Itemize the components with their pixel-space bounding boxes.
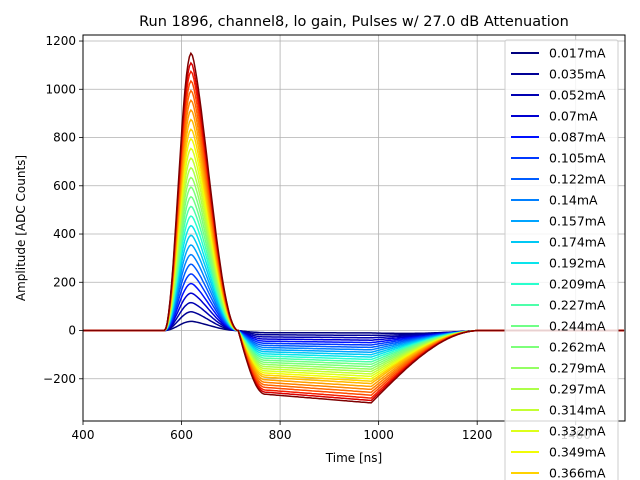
y-axis-label: Amplitude [ADC Counts] <box>14 155 28 301</box>
legend-label: 0.209mA <box>549 277 606 292</box>
legend-label: 0.332mA <box>549 424 606 439</box>
legend-label: 0.262mA <box>549 340 606 355</box>
y-tick-label: 1200 <box>45 34 76 48</box>
legend-label: 0.314mA <box>549 403 606 418</box>
chart-title: Run 1896, channel8, lo gain, Pulses w/ 2… <box>139 14 569 30</box>
legend-label: 0.017mA <box>549 46 606 61</box>
legend-box <box>504 39 619 480</box>
legend-label: 0.366mA <box>549 466 606 480</box>
y-tick-label: 0 <box>68 324 76 338</box>
y-tick-label: 400 <box>53 227 76 241</box>
legend-label: 0.244mA <box>549 319 606 334</box>
legend-label: 0.087mA <box>549 130 606 145</box>
x-tick-label: 1200 <box>462 428 493 442</box>
y-tick-label: 600 <box>53 179 76 193</box>
legend-label: 0.297mA <box>549 382 606 397</box>
legend-label: 0.122mA <box>549 172 606 187</box>
y-tick-label: −200 <box>43 372 76 386</box>
legend: 0.017mA 0.035mA 0.052mA 0.07mA 0.087mA 0.105m… <box>504 39 619 480</box>
y-tick-label: 1000 <box>45 82 76 96</box>
x-tick-label: 600 <box>170 428 193 442</box>
legend-label: 0.157mA <box>549 214 606 229</box>
x-tick-label: 800 <box>269 428 292 442</box>
legend-label: 0.105mA <box>549 151 606 166</box>
x-tick-label: 400 <box>72 428 95 442</box>
legend-label: 0.174mA <box>549 235 606 250</box>
legend-label: 0.07mA <box>549 109 598 124</box>
y-tick-label: 200 <box>53 275 76 289</box>
x-tick-label: 1000 <box>363 428 394 442</box>
legend-label: 0.052mA <box>549 88 606 103</box>
legend-label: 0.14mA <box>549 193 598 208</box>
plot-frame <box>82 34 626 422</box>
legend-label: 0.035mA <box>549 67 606 82</box>
legend-label: 0.227mA <box>549 298 606 313</box>
y-tick-label: 800 <box>53 131 76 145</box>
x-axis-label: Time [ns] <box>325 451 382 465</box>
legend-label: 0.349mA <box>549 445 606 460</box>
legend-label: 0.279mA <box>549 361 606 376</box>
legend-label: 0.192mA <box>549 256 606 271</box>
